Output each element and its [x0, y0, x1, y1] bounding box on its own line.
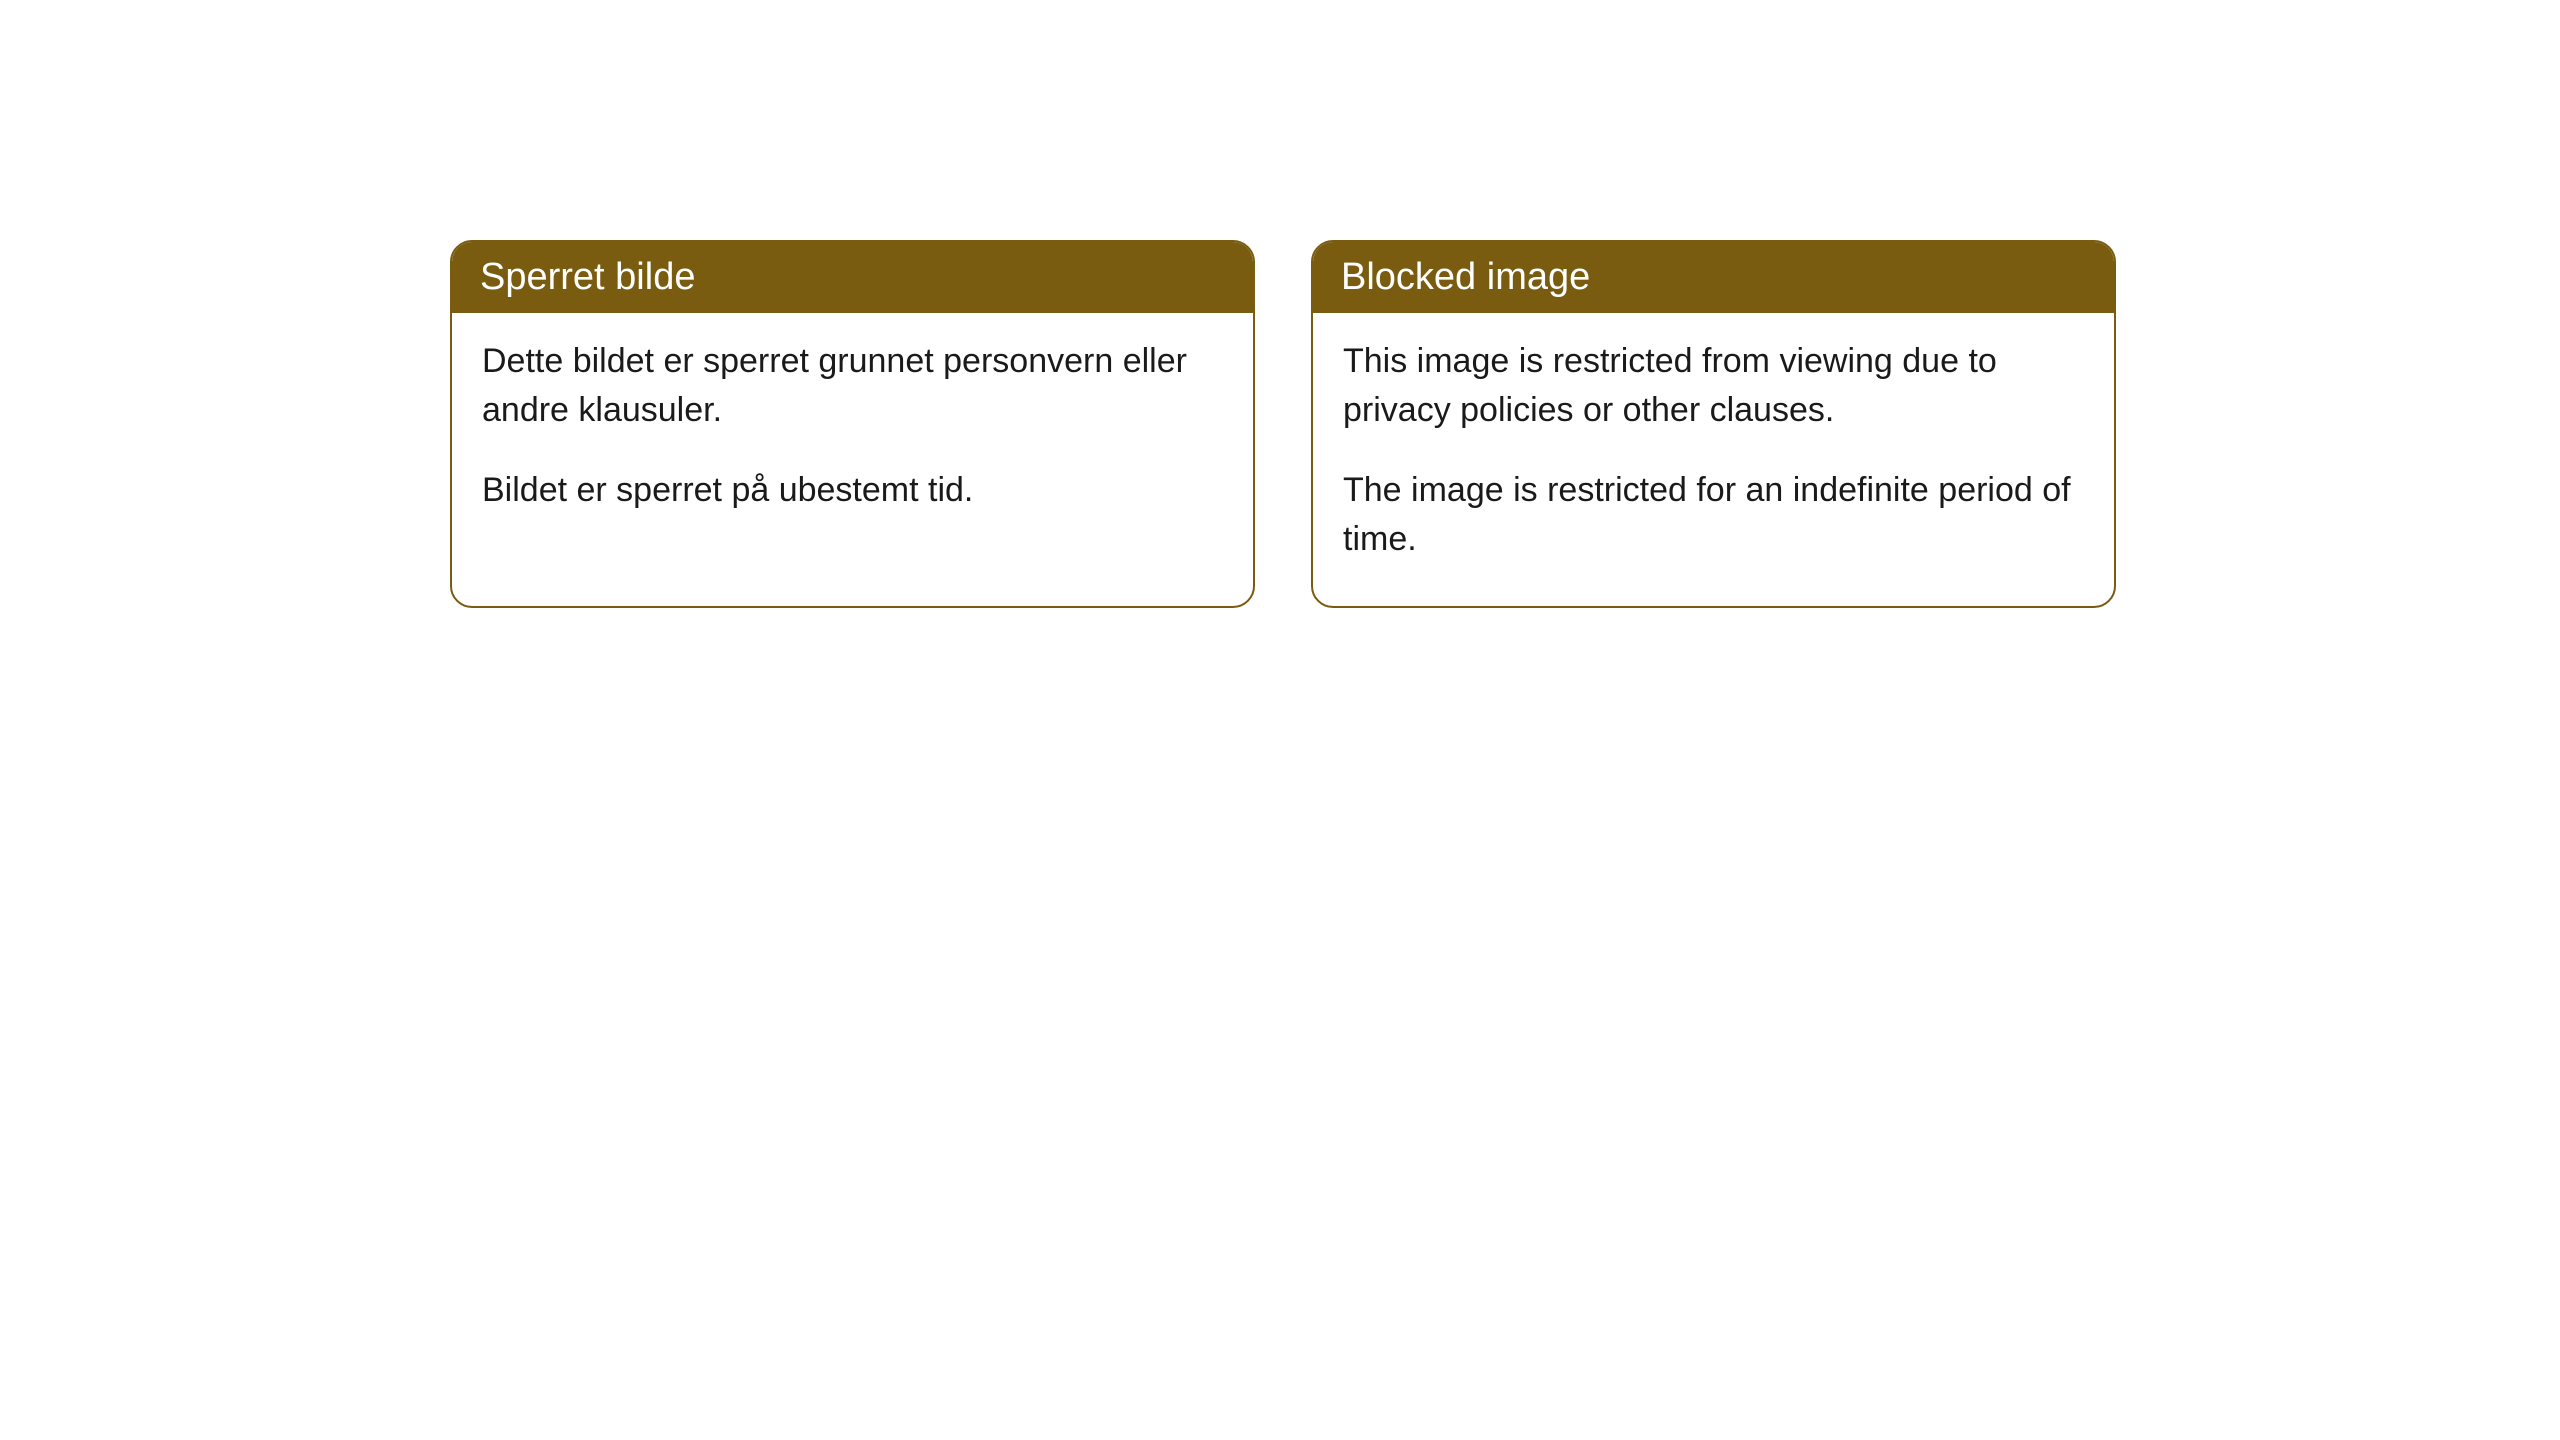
card-title: Blocked image — [1341, 256, 1590, 298]
card-paragraph-1: This image is restricted from viewing du… — [1343, 337, 2084, 436]
card-header-english: Blocked image — [1313, 242, 2114, 313]
card-title: Sperret bilde — [480, 256, 695, 298]
card-paragraph-2: Bildet er sperret på ubestemt tid. — [482, 466, 1223, 515]
card-paragraph-2: The image is restricted for an indefinit… — [1343, 466, 2084, 565]
card-norwegian: Sperret bilde Dette bildet er sperret gr… — [450, 240, 1255, 608]
card-header-norwegian: Sperret bilde — [452, 242, 1253, 313]
card-english: Blocked image This image is restricted f… — [1311, 240, 2116, 608]
card-paragraph-1: Dette bildet er sperret grunnet personve… — [482, 337, 1223, 436]
cards-container: Sperret bilde Dette bildet er sperret gr… — [450, 240, 2560, 608]
card-body-english: This image is restricted from viewing du… — [1313, 313, 2114, 606]
card-body-norwegian: Dette bildet er sperret grunnet personve… — [452, 313, 1253, 557]
